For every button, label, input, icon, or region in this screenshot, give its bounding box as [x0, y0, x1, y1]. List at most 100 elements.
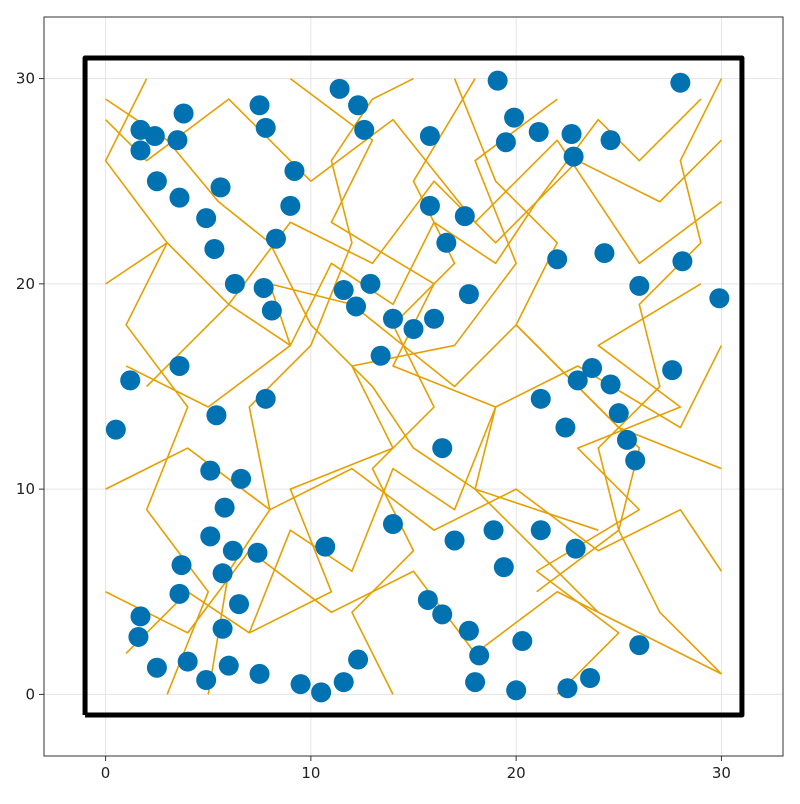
point	[670, 72, 691, 93]
point	[382, 514, 403, 535]
point	[130, 140, 151, 161]
point	[360, 273, 381, 294]
point	[229, 594, 250, 615]
point	[403, 319, 424, 340]
point	[547, 249, 568, 270]
point	[458, 284, 479, 305]
point	[370, 345, 391, 366]
point	[105, 419, 126, 440]
y-tick-label: 10	[16, 480, 35, 498]
point	[625, 450, 646, 471]
point	[483, 520, 504, 541]
point	[284, 160, 305, 181]
point	[629, 635, 650, 656]
point	[382, 308, 403, 329]
trajectory	[248, 98, 558, 634]
walls	[82, 55, 745, 718]
point	[315, 536, 336, 557]
point	[120, 370, 141, 391]
point	[169, 583, 190, 604]
point	[200, 526, 221, 547]
point	[265, 228, 286, 249]
point	[348, 649, 369, 670]
point	[146, 657, 167, 678]
point	[146, 171, 167, 192]
point	[173, 103, 194, 124]
point	[169, 187, 190, 208]
point	[432, 438, 453, 459]
trajectory	[536, 78, 723, 593]
point	[218, 655, 239, 676]
point	[196, 208, 217, 229]
point	[253, 277, 274, 298]
point	[128, 626, 149, 647]
point	[290, 674, 311, 695]
y-tick-label: 30	[16, 70, 35, 88]
point	[348, 95, 369, 116]
x-tick-label: 10	[301, 764, 320, 782]
point	[210, 177, 231, 198]
point	[419, 126, 440, 147]
point	[465, 672, 486, 693]
point	[177, 651, 198, 672]
point	[249, 663, 270, 684]
plot-frame	[43, 16, 784, 757]
point	[333, 672, 354, 693]
point	[280, 195, 301, 216]
point	[424, 308, 445, 329]
point	[249, 95, 270, 116]
point	[662, 360, 683, 381]
y-tick-label: 20	[16, 275, 35, 293]
point	[354, 119, 375, 140]
point	[346, 296, 367, 317]
point	[130, 606, 151, 627]
point	[629, 275, 650, 296]
point	[565, 538, 586, 559]
point	[212, 563, 233, 584]
point	[231, 468, 252, 489]
point	[608, 403, 629, 424]
point	[561, 124, 582, 145]
x-tick-label: 20	[507, 764, 526, 782]
point	[311, 682, 332, 703]
point	[530, 388, 551, 409]
point	[709, 288, 730, 309]
point	[247, 542, 268, 563]
point	[512, 631, 533, 652]
point	[580, 667, 601, 688]
point	[557, 678, 578, 699]
point	[563, 146, 584, 167]
point	[224, 273, 245, 294]
point	[200, 460, 221, 481]
point	[493, 557, 514, 578]
point	[506, 680, 527, 701]
point	[196, 670, 217, 691]
point	[469, 645, 490, 666]
y-tick-label: 0	[25, 685, 35, 703]
points	[105, 70, 730, 703]
point	[144, 126, 165, 147]
point	[616, 429, 637, 450]
point	[600, 130, 621, 151]
point	[594, 243, 615, 264]
point	[458, 620, 479, 641]
point	[672, 251, 693, 272]
trajectory	[104, 78, 210, 695]
point	[171, 555, 192, 576]
point	[436, 232, 457, 253]
point	[567, 370, 588, 391]
point	[487, 70, 508, 91]
point	[255, 117, 276, 138]
point	[417, 589, 438, 610]
point	[222, 540, 243, 561]
point	[261, 300, 282, 321]
point	[206, 405, 227, 426]
point	[329, 78, 350, 99]
point	[600, 374, 621, 395]
ticks: 0 10 20 30 0 10 20 30	[16, 70, 731, 782]
point	[214, 497, 235, 518]
point	[495, 132, 516, 153]
point	[582, 358, 603, 379]
point	[204, 238, 225, 259]
